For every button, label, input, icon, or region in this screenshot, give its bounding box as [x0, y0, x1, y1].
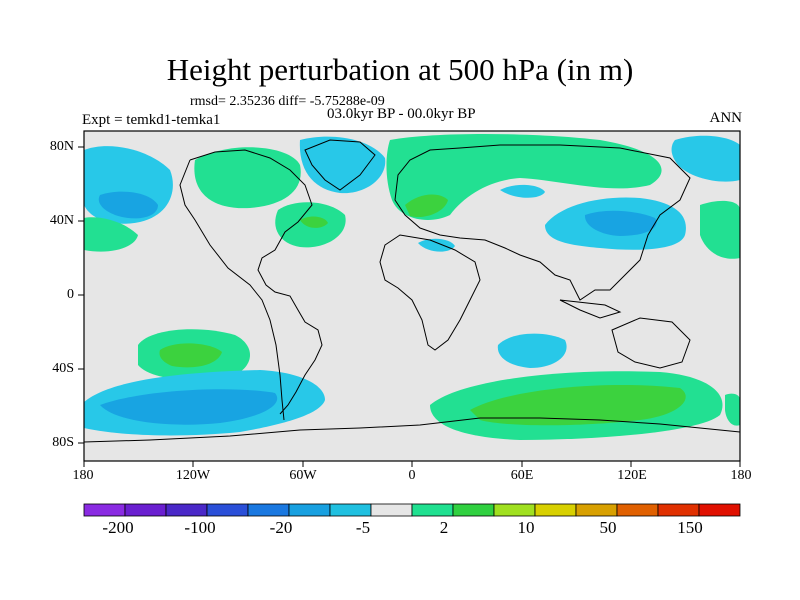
- pos-core-spacific: [159, 343, 222, 368]
- x-tick-180e: 180: [730, 468, 752, 483]
- colorbar-box: [83, 503, 126, 517]
- coast-australia: [611, 317, 691, 369]
- colorbar-box: [411, 503, 454, 517]
- x-tick-60w: 60W: [289, 468, 317, 483]
- colorbar-label-neg100: -100: [184, 518, 216, 537]
- colorbar-box: [247, 503, 290, 517]
- coast-indonesia: [559, 299, 622, 319]
- colorbar-label-10: 10: [517, 518, 535, 537]
- coast-greenland: [304, 139, 376, 191]
- y-tick-40s: 40S: [52, 361, 74, 376]
- colorbar-box: [575, 503, 618, 517]
- colorbar-label-150: 150: [677, 518, 703, 537]
- pos-region-eurasia: [386, 133, 662, 220]
- coast-eurasia: [394, 144, 691, 301]
- pos-core-europe: [405, 194, 448, 218]
- x-tick-120e: 120E: [617, 468, 647, 483]
- axis-tick-marks: [78, 146, 741, 467]
- coast-antarctica: [84, 417, 740, 443]
- colorbar-box: [124, 503, 167, 517]
- pos-region-pacific-east: [700, 200, 740, 259]
- neg-core-southern-ocean: [100, 389, 278, 425]
- y-tick-80s: 80S: [52, 435, 74, 450]
- colorbar-box: [452, 503, 495, 517]
- neg-region-africa-north: [418, 238, 455, 252]
- stats-subtitle: rmsd= 2.35236 diff= -5.75288e-09: [190, 94, 385, 109]
- pos-region-northamerica: [194, 147, 301, 209]
- neg-core-npacific: [98, 191, 158, 219]
- pos-core-south-indian: [470, 384, 686, 426]
- season-label: ANN: [709, 110, 743, 126]
- coast-africa: [379, 234, 481, 351]
- colorbar-box: [616, 503, 659, 517]
- x-tick-180w: 180: [72, 468, 94, 483]
- colorbar-box: [288, 503, 331, 517]
- neg-region-greenland: [299, 136, 386, 194]
- neg-core-asia: [584, 210, 657, 236]
- x-tick-120w: 120W: [175, 468, 211, 483]
- colorbar-label-2: 2: [439, 518, 449, 537]
- colorbar-box: [370, 503, 413, 517]
- coast-americas-west: [179, 159, 285, 421]
- y-tick-80n: 80N: [49, 139, 74, 154]
- pos-core-natlantic: [300, 216, 328, 228]
- experiment-label: Expt = temkd1-temka1: [82, 112, 221, 128]
- contour-field: [84, 131, 740, 461]
- colorbar-box: [165, 503, 208, 517]
- neg-region-caspian: [500, 184, 545, 198]
- y-tick-0: 0: [67, 287, 74, 302]
- pos-region-south-pacific-east: [725, 393, 740, 426]
- colorbar-box: [329, 503, 372, 517]
- colorbar-label-neg20: -20: [269, 518, 293, 537]
- colorbar-box: [698, 503, 741, 517]
- colorbar: [83, 503, 741, 517]
- colorbar-box: [206, 503, 249, 517]
- pos-region-pacific-west: [84, 217, 138, 252]
- colorbar-label-50: 50: [599, 518, 617, 537]
- colorbar-box: [657, 503, 700, 517]
- period-subtitle: 03.0kyr BP - 00.0kyr BP: [327, 106, 476, 122]
- colorbar-label-neg5: -5: [355, 518, 371, 537]
- coastlines: [84, 139, 740, 443]
- neg-region-indian-ocean: [497, 333, 567, 368]
- colorbar-label-neg200: -200: [102, 518, 134, 537]
- colorbar-box: [534, 503, 577, 517]
- x-tick-60e: 60E: [510, 468, 534, 483]
- coast-americas-east: [189, 149, 323, 415]
- x-tick-0: 0: [408, 468, 416, 483]
- map-title: Height perturbation at 500 hPa (in m): [166, 52, 634, 87]
- neg-region-npacific-east: [671, 135, 740, 182]
- colorbar-box: [493, 503, 536, 517]
- y-tick-40n: 40N: [49, 213, 74, 228]
